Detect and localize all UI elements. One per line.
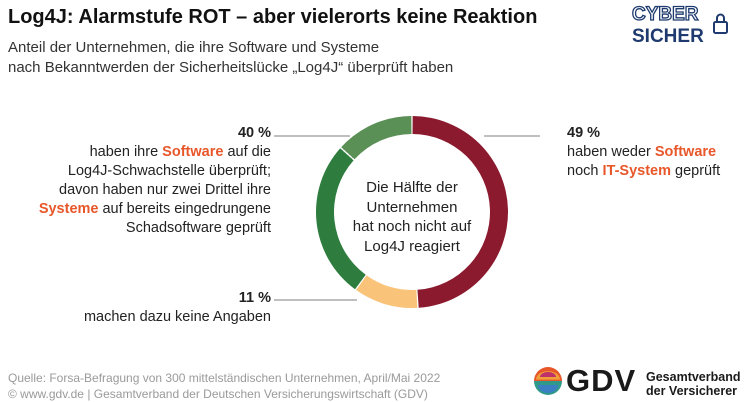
label-40-line-2: haben ihre Software auf die	[89, 144, 271, 160]
gdv-logo-mark	[534, 367, 562, 395]
gdv-logo-text: GDV	[566, 363, 637, 398]
logo-line-1: CYBER	[632, 4, 699, 25]
label-11-pct: 11 %	[238, 290, 271, 306]
cyber-sicher-logo: CYBER SICHER	[631, 3, 728, 46]
chart-subtitle: Anteil der Unternehmen, die ihre Softwar…	[8, 38, 453, 78]
gdv-emblem-icon	[534, 367, 562, 395]
label-40-line-5: Systeme auf bereits eingedrungene	[38, 201, 271, 217]
label-49-line-3: noch IT-System geprüft	[567, 163, 721, 179]
gdv-sub-line-2: der Versicherer	[646, 384, 738, 398]
center-text-line-1: Die Hälfte der	[366, 179, 458, 196]
source-line-1: Quelle: Forsa-Befragung von 300 mittelst…	[8, 371, 441, 385]
green-split-dotted-line	[340, 147, 355, 161]
donut-slices	[315, 116, 508, 308]
donut-slice-0	[412, 116, 508, 308]
label-49: 49 % haben weder Software noch IT-System…	[567, 124, 720, 181]
subtitle-line-1: Anteil der Unternehmen, die ihre Softwar…	[8, 39, 380, 56]
label-11-line-2: machen dazu keine Angaben	[83, 309, 271, 325]
gdv-sub-line-1: Gesamtverband	[646, 370, 741, 384]
label-49-line-2: haben weder Software	[567, 144, 717, 160]
donut-slice-3	[341, 116, 412, 160]
label-40-line-6: Schadsoftware geprüft	[125, 220, 271, 236]
label-40-pct: 40 %	[237, 125, 271, 141]
source-line-2: © www.gdv.de | Gesamtverband der Deutsch…	[8, 387, 428, 401]
subtitle-line-2: nach Bekanntwerden der Sicherheitslücke …	[8, 59, 454, 76]
label-40-line-4: davon haben nur zwei Drittel ihre	[59, 182, 271, 198]
logo-line-2: SICHER	[632, 26, 704, 46]
label-49-pct: 49 %	[567, 125, 601, 141]
lock-icon	[713, 13, 728, 34]
label-40-line-3: Log4J-Schwachstelle überprüft;	[67, 163, 271, 179]
center-text: Die Hälfte der Unternehmen hat noch nich…	[340, 178, 484, 256]
donut-slice-2	[315, 148, 366, 290]
donut-slice-1	[356, 275, 418, 308]
center-text-line-3: hat noch nicht auf	[352, 218, 472, 235]
leader-lines	[274, 135, 540, 301]
chart-title: Log4J: Alarmstufe ROT – aber vielerorts …	[8, 6, 538, 28]
center-text-line-4: Log4J reagiert	[364, 237, 460, 255]
center-text-line-2: Unternehmen	[366, 198, 458, 216]
label-11: 11 % machen dazu keine Angaben	[84, 289, 271, 327]
source-note: Quelle: Forsa-Befragung von 300 mittelst…	[8, 370, 440, 402]
gdv-logo-subtitle: Gesamtverband der Versicherer	[646, 370, 740, 398]
label-40: 40 % haben ihre Software auf die Log4J-S…	[39, 124, 271, 238]
